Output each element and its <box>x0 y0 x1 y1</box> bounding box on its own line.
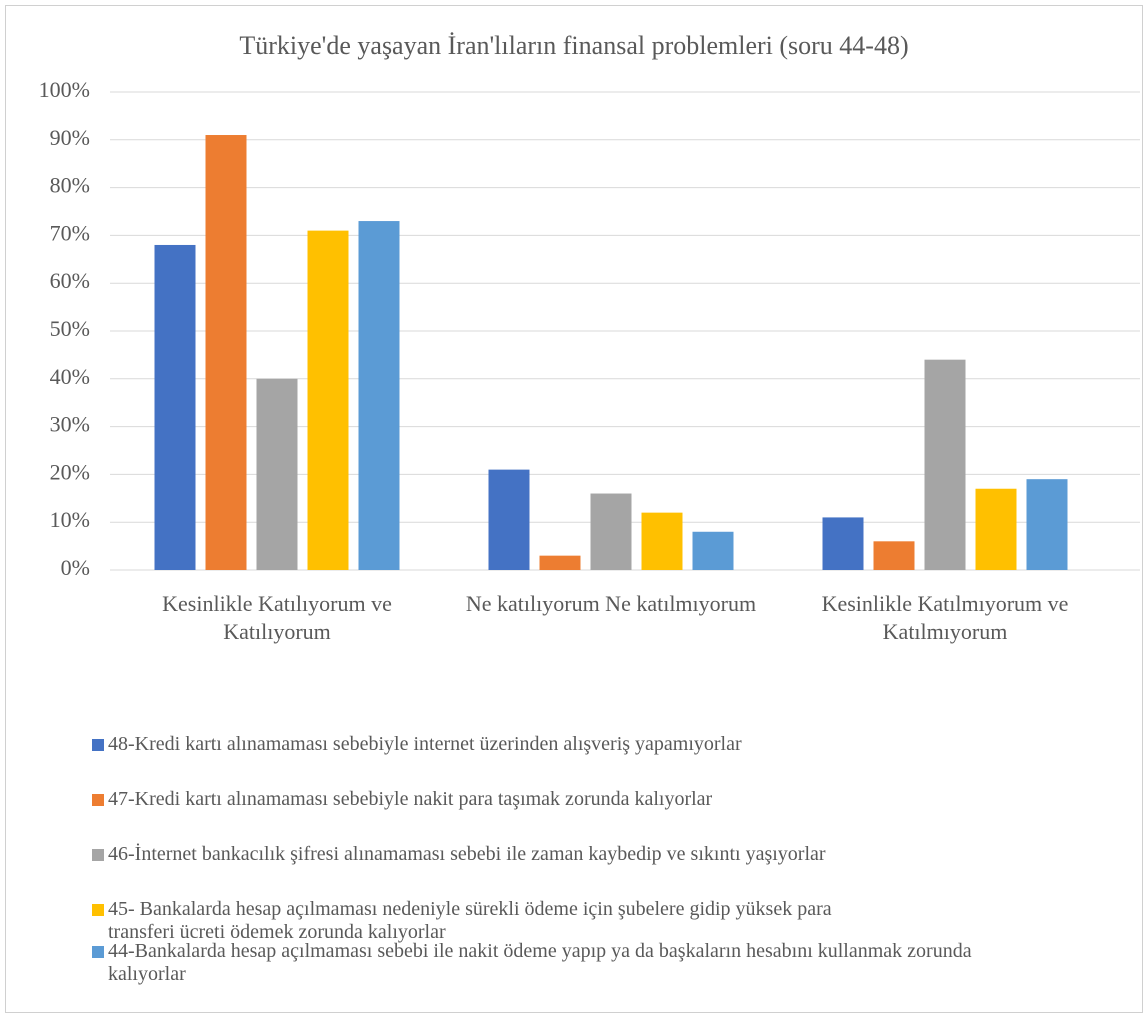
y-tick-label: 50% <box>50 316 90 341</box>
bar <box>873 541 915 570</box>
y-tick-label: 30% <box>50 412 90 437</box>
bar <box>154 244 196 570</box>
legend-swatch <box>92 739 104 751</box>
bar <box>641 512 683 570</box>
bar <box>975 488 1017 570</box>
y-tick-label: 0% <box>61 555 90 580</box>
bar <box>256 378 298 570</box>
bar <box>488 469 530 570</box>
legend-label: 45- Bankalarda hesap açılmaması nedeniyl… <box>108 898 832 943</box>
legend-item: 44-Bankalarda hesap açılmaması sebebi il… <box>92 940 1038 986</box>
bar <box>205 135 247 570</box>
y-tick-label: 80% <box>50 173 90 198</box>
legend-item: 48-Kredi kartı alınamaması sebebiyle int… <box>92 733 1038 756</box>
y-tick-label: 70% <box>50 220 90 245</box>
bar <box>1026 479 1068 570</box>
bar <box>307 230 349 570</box>
x-tick-label: Kesinlikle Katılmıyorum ve Katılmıyorum <box>821 591 1069 644</box>
legend-label: 48-Kredi kartı alınamaması sebebiyle int… <box>108 733 742 755</box>
y-tick-label: 100% <box>39 77 90 102</box>
legend-label: 44-Bankalarda hesap açılmaması sebebi il… <box>108 940 972 985</box>
y-tick-label: 10% <box>50 507 90 532</box>
y-tick-label: 40% <box>50 364 90 389</box>
bar <box>692 531 734 570</box>
chart-border <box>5 5 1143 1013</box>
chart-title: Türkiye'de yaşayan İran'lıların finansal… <box>239 31 908 60</box>
legend-item: 46-İnternet bankacılık şifresi alınamama… <box>92 843 1038 866</box>
legend-swatch <box>92 946 104 958</box>
bar <box>924 359 966 570</box>
legend-swatch <box>92 849 104 861</box>
legend-swatch <box>92 794 104 806</box>
bar <box>358 221 400 570</box>
legend-item: 45- Bankalarda hesap açılmaması nedeniyl… <box>92 898 1038 944</box>
bar <box>539 555 581 570</box>
legend-item: 47-Kredi kartı alınamaması sebebiyle nak… <box>92 788 1038 811</box>
legend-label: 46-İnternet bankacılık şifresi alınamama… <box>108 843 826 865</box>
legend: 48-Kredi kartı alınamaması sebebiyle int… <box>92 733 1038 1018</box>
x-tick-label: Ne katılıyorum Ne katılmıyorum <box>465 591 757 616</box>
y-tick-label: 90% <box>50 125 90 150</box>
bar <box>590 493 632 570</box>
legend-swatch <box>92 904 104 916</box>
x-tick-label: Kesinlikle Katılıyorum ve Katılıyorum <box>162 591 392 644</box>
bar <box>822 517 864 570</box>
y-tick-label: 60% <box>50 268 90 293</box>
legend-label: 47-Kredi kartı alınamaması sebebiyle nak… <box>108 788 713 810</box>
y-tick-label: 20% <box>50 459 90 484</box>
